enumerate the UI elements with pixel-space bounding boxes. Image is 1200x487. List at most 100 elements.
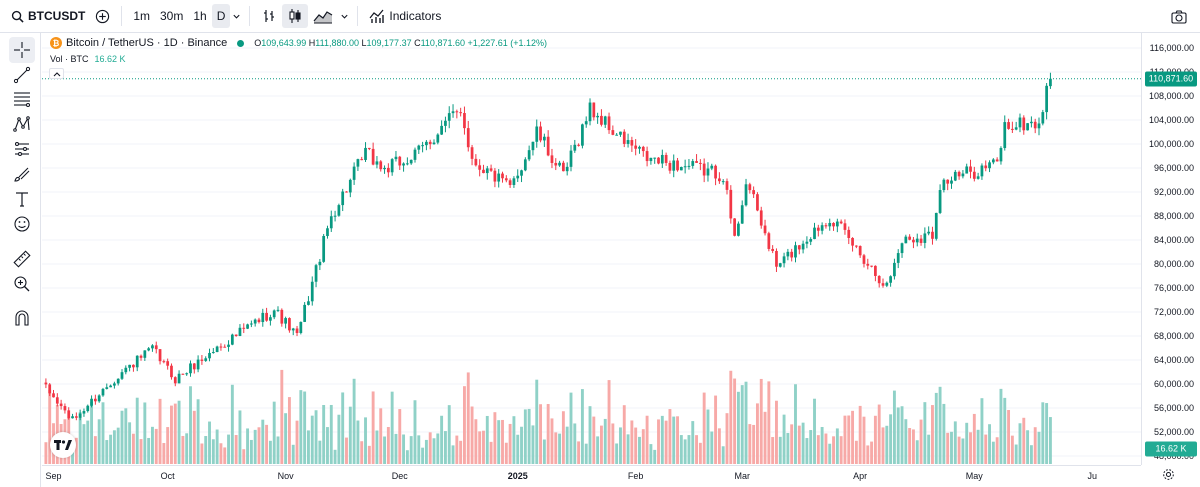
price-axis-label: 96,000.00 [1153,163,1194,173]
volume-bar [809,430,813,464]
volume-bar [729,370,733,464]
volume-bar [413,400,417,464]
volume-bar [482,430,485,464]
toolbar-divider [249,6,251,26]
candle-body [162,361,166,363]
candle-body [638,146,641,149]
candle-body [318,261,322,266]
volume-bar [813,398,816,464]
volume-bar [759,378,763,464]
trend-line-tool-button[interactable] [9,62,35,88]
magnet-tool-button[interactable] [9,305,35,331]
candle-body [908,236,912,240]
volume-bar [109,434,113,464]
candle-body [927,231,931,234]
candle-body [539,126,542,141]
volume-bar [542,439,546,464]
candle-body [683,166,687,168]
interval-30m[interactable]: 30m [160,9,184,23]
add-circle-icon [96,9,110,23]
tradingview-logo[interactable] [50,432,76,458]
volume-bar [1018,423,1022,464]
indicators-button[interactable]: Indicators [364,4,446,28]
time-axis-label: Apr [853,471,868,481]
candle-body [1003,122,1007,149]
candle-body [276,309,280,311]
candle-body [813,227,816,240]
interval-1h[interactable]: 1h [193,9,207,23]
candle-body [390,159,394,173]
candle-body [463,113,466,129]
collapse-legend-button[interactable] [49,68,64,79]
candle-body [451,111,455,114]
price-axis[interactable]: 116,000.00112,000.00108,000.00104,000.00… [1141,33,1200,465]
volume-bar [497,420,501,464]
candle-body [326,228,329,237]
volume-bar [276,436,280,464]
candle-body [858,246,862,256]
text-tool-button[interactable] [9,186,35,212]
volume-bar [219,443,223,464]
bar-chart-type-button[interactable] [256,4,282,28]
candle-body [151,345,154,349]
candle-body [832,222,835,227]
chart-pane[interactable] [42,33,1141,465]
crosshair-tool-button[interactable] [9,37,35,63]
volume-bar [44,442,48,464]
volume-bar [291,444,295,464]
volume-bar [972,413,976,464]
volume-bar [577,441,581,464]
pattern-tool-button[interactable] [9,111,35,137]
volume-bar [615,443,619,464]
measure-tool-button[interactable] [9,246,35,272]
chart-settings-button[interactable] [1162,468,1175,486]
candle-body [851,237,854,246]
volume-bar [911,429,915,464]
candle-body [676,160,679,171]
candle-body [440,125,443,135]
volume-bar [794,384,797,464]
forecasting-tool-button[interactable] [9,136,35,162]
candle-body [432,142,436,145]
volume-bar [1003,397,1007,464]
fib-retracement-tool-button[interactable] [9,86,35,112]
volume-bar [166,427,170,464]
brush-tool-button[interactable] [9,161,35,187]
candle-body [329,216,333,229]
candle-body [413,149,417,160]
emoji-tool-button[interactable] [9,211,35,237]
volume-bar [835,428,839,464]
time-axis-label: May [965,471,983,481]
volume-bar [702,392,706,464]
volume-bar [192,410,196,464]
volume-legend: Vol · BTC 16.62 K [50,54,126,64]
compare-symbol-button[interactable] [90,4,115,28]
candle-body [657,157,660,164]
volume-bar [78,412,82,464]
candle-body [147,348,151,351]
candle-body [942,179,946,191]
symbol-search-button[interactable]: BTCUSDT [6,4,90,28]
brush-icon [14,167,30,182]
volume-bar [569,392,573,464]
interval-dropdown-button[interactable] [230,4,243,28]
interval-d[interactable]: D [211,4,231,28]
candle-body [284,318,287,324]
candle-body [128,364,131,368]
volume-bar [687,435,691,464]
time-axis-label: Feb [627,471,644,481]
chart-type-dropdown-button[interactable] [338,4,351,28]
indicators-icon [369,9,385,23]
price-chart[interactable] [42,33,1141,465]
volume-bar [112,430,116,464]
time-axis[interactable]: Sep Oct Nov Dec 2025 Feb Mar Apr May Ju [42,465,1141,487]
candle-body [938,190,942,213]
area-chart-type-button[interactable] [308,4,338,28]
zoom-in-tool-button[interactable] [9,271,35,297]
candle-body [611,130,615,135]
candles-chart-type-button[interactable] [282,4,309,28]
volume-bar [215,429,219,464]
interval-1m[interactable]: 1m [133,9,150,23]
screenshot-button[interactable] [1166,5,1192,29]
candle-body [931,231,934,239]
